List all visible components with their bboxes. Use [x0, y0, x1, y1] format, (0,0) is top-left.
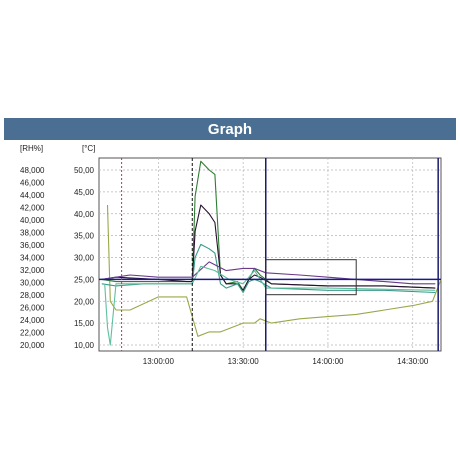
right-axis-unit: [°C]: [82, 144, 95, 153]
series-line-1: [106, 204, 442, 337]
left-tick-label: 38,000: [20, 229, 45, 238]
left-tick-label: 36,000: [20, 241, 45, 250]
series-line-5: [101, 261, 436, 285]
right-tick-label: 35,00: [74, 232, 95, 241]
x-tick-label: 14:00:00: [312, 357, 344, 366]
plot-area: [98, 157, 442, 352]
x-tick-label: 14:30:00: [397, 357, 429, 366]
right-tick-label: 20,00: [74, 297, 95, 306]
right-tick-label: 10,00: [74, 341, 95, 350]
left-tick-label: 32,000: [20, 266, 45, 275]
graph-header: Graph: [4, 118, 456, 140]
left-tick-label: 28,000: [20, 291, 45, 300]
left-tick-label: 30,000: [20, 279, 45, 288]
left-tick-label: 48,000: [20, 166, 45, 175]
left-tick-label: 24,000: [20, 316, 45, 325]
left-tick-label: 42,000: [20, 204, 45, 213]
selection-box[interactable]: [265, 259, 357, 296]
right-tick-label: 40,00: [74, 210, 95, 219]
overlays: [99, 158, 441, 351]
left-tick-label: 46,000: [20, 179, 45, 188]
left-tick-label: 20,000: [20, 341, 45, 350]
right-tick-label: 45,00: [74, 188, 95, 197]
x-tick-label: 13:00:00: [143, 357, 175, 366]
left-axis: 48,000 46,000 44,000 42,000 40,000 38,000 36,0…: [20, 166, 45, 350]
right-tick-label: 15,00: [74, 319, 95, 328]
right-tick-label: 30,00: [74, 254, 95, 263]
graph-title: Graph: [207, 120, 253, 138]
right-axis: 50,00 45,00 40,00 35,00 30,00 25,00 20,00 15,00…: [74, 166, 95, 350]
left-tick-label: 34,000: [20, 254, 45, 263]
left-tick-label: 22,000: [20, 329, 45, 338]
left-axis-unit: [RH%]: [20, 144, 43, 153]
right-tick-label: 50,00: [74, 166, 95, 175]
x-tick-label: 13:30:00: [228, 357, 260, 366]
right-tick-label: 25,00: [74, 275, 95, 284]
left-tick-label: 26,000: [20, 304, 45, 313]
left-tick-label: 44,000: [20, 191, 45, 200]
x-axis: 13:00:00 13:30:00 14:00:00 14:30:00: [143, 357, 429, 366]
left-tick-label: 40,000: [20, 216, 45, 225]
series-line-6: [104, 265, 436, 346]
